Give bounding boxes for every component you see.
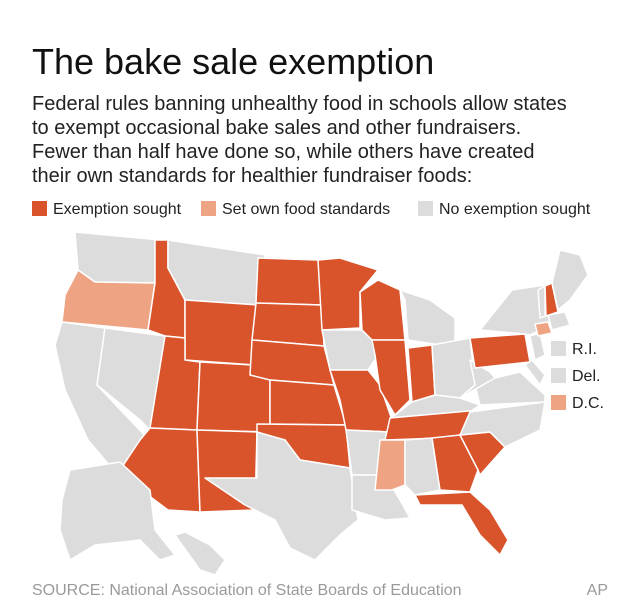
state: [399, 289, 456, 346]
state: [551, 249, 589, 311]
state: [184, 299, 259, 366]
state: [407, 344, 436, 403]
small-state-box: [551, 341, 566, 356]
small-state-box: [551, 368, 566, 383]
state: [537, 285, 546, 319]
legend-swatch: [32, 201, 47, 216]
description-line: to exempt occasional bake sales and othe…: [32, 117, 521, 139]
state: [414, 491, 509, 556]
title: The bake sale exemption: [32, 41, 434, 82]
state: [167, 239, 266, 306]
legend-label: Exemption sought: [53, 201, 182, 218]
state: [544, 282, 559, 317]
description-line: Fewer than half have done so, while othe…: [32, 141, 535, 163]
state: [269, 379, 347, 426]
small-state-box: [551, 395, 566, 410]
legend-swatch: [418, 201, 433, 216]
legend-swatch: [201, 201, 216, 216]
state: [59, 461, 176, 561]
description-line: their own standards for healthier fundra…: [32, 165, 472, 187]
credit: AP: [587, 582, 608, 599]
state: [374, 439, 406, 491]
state: [96, 327, 166, 431]
description-line: Federal rules banning unhealthy food in …: [32, 93, 567, 115]
state: [431, 337, 476, 399]
source: SOURCE: National Association of State Bo…: [32, 582, 462, 599]
state: [529, 332, 546, 361]
state: [251, 302, 325, 347]
state: [404, 437, 441, 496]
state: [469, 333, 531, 369]
state: [249, 339, 335, 386]
legend-label: Set own food standards: [222, 201, 390, 218]
state: [359, 279, 406, 341]
small-state-label: Del.: [572, 368, 600, 385]
state: [547, 311, 571, 331]
us-map: [54, 231, 589, 576]
state: [524, 359, 546, 386]
small-state-label: R.I.: [572, 341, 597, 358]
legend-label: No exemption sought: [439, 201, 591, 218]
state: [204, 431, 359, 561]
state: [534, 321, 553, 337]
state: [255, 257, 323, 306]
state: [74, 231, 161, 284]
state: [174, 531, 226, 576]
small-state-label: D.C.: [572, 395, 604, 412]
